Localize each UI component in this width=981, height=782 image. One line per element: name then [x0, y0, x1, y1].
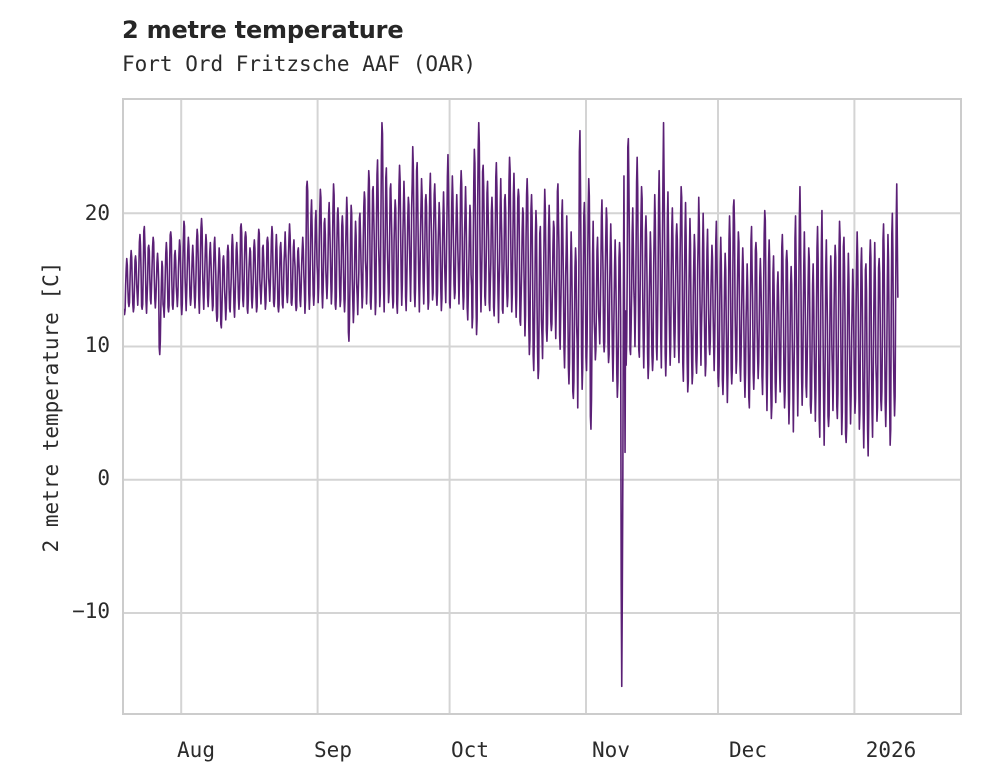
- page-title: 2 metre temperature: [122, 16, 404, 44]
- temperature-line-chart: [124, 100, 960, 713]
- x-tick-nov: Nov: [592, 738, 630, 762]
- y-tick-10: 10: [84, 333, 110, 357]
- y-tick-20: 20: [84, 201, 110, 225]
- x-tick-2026: 2026: [865, 738, 917, 762]
- plot-area: [122, 98, 962, 715]
- gridlines: [124, 100, 960, 713]
- x-tick-dec: Dec: [729, 738, 767, 762]
- chart-subtitle: Fort Ord Fritzsche AAF (OAR): [122, 52, 477, 76]
- x-tick-aug: Aug: [177, 738, 215, 762]
- y-tick-0: 0: [97, 466, 110, 490]
- temperature-series-line: [124, 121, 899, 688]
- x-tick-sep: Sep: [314, 738, 352, 762]
- y-tick-neg10: −10: [72, 599, 110, 623]
- y-axis-ticks: 20 10 0 −10: [0, 0, 110, 782]
- x-tick-oct: Oct: [451, 738, 489, 762]
